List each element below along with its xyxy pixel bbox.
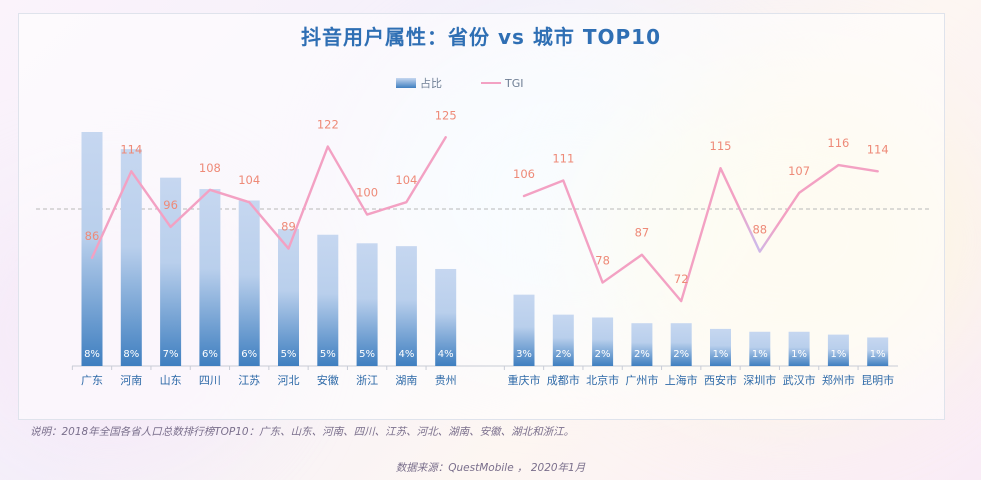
- bar-value-label: 1%: [752, 349, 768, 360]
- tgi-line: [90, 136, 447, 260]
- bar-value-labels: 8% 8% 7% 6% 6% 5% 5% 5% 4% 4% 3% 2% 2% 2% 2% 1% 1% 1% 1% 1%: [84, 349, 886, 360]
- bar: [435, 268, 457, 366]
- bar-value-label: 1%: [830, 349, 846, 360]
- bar: [631, 323, 653, 366]
- bar: [592, 317, 614, 366]
- bar-value-label: 1%: [870, 349, 886, 360]
- tgi-value-label: 106: [513, 167, 535, 181]
- tgi-value-label: 100: [356, 186, 378, 200]
- tgi-value-label: 114: [120, 142, 142, 156]
- x-tick-label: 四川: [199, 374, 221, 387]
- tgi-line: [522, 163, 879, 303]
- bar: [160, 177, 182, 366]
- legend-bar-label: 占比: [420, 76, 442, 90]
- legend-bar-swatch: [396, 78, 416, 88]
- bar: [827, 334, 849, 366]
- x-tick-label: 广州市: [625, 373, 658, 387]
- tgi-value-label: 78: [595, 254, 610, 268]
- tgi-value-label: 114: [867, 142, 889, 156]
- bar: [120, 149, 142, 366]
- bar-value-label: 2%: [555, 349, 571, 360]
- x-tick-label: 山东: [160, 374, 182, 387]
- bar-value-label: 1%: [713, 349, 729, 360]
- tgi-value-label: 104: [238, 173, 260, 187]
- bar-value-label: 5%: [320, 349, 336, 360]
- x-tick-label: 成都市: [547, 373, 580, 387]
- bar-value-label: 4%: [438, 349, 454, 360]
- bar: [395, 246, 417, 366]
- tgi-value-label: 116: [827, 136, 849, 150]
- x-tick-label: 贵州: [435, 374, 457, 387]
- bar: [278, 229, 299, 366]
- footnote: 说明：2018年全国各省人口总数排行榜TOP10：广东、山东、河南、四川、江苏、…: [30, 426, 575, 438]
- tgi-value-label: 72: [674, 272, 689, 286]
- tgi-value-label: 87: [635, 226, 650, 240]
- x-tick-label: 武汉市: [783, 373, 816, 387]
- bar-series: [81, 132, 889, 366]
- bar-value-label: 3%: [516, 349, 532, 360]
- source-note: 数据来源：QuestMobile ， 2020年1月: [395, 462, 586, 474]
- x-tick-label: 上海市: [665, 373, 698, 387]
- bar: [670, 323, 692, 366]
- bar-value-label: 6%: [202, 349, 218, 360]
- bar: [552, 314, 574, 366]
- bar-value-label: 6%: [241, 349, 257, 360]
- tgi-value-label: 125: [435, 108, 457, 122]
- x-tick-label: 河南: [120, 374, 142, 387]
- x-tick-label: 湖南: [395, 374, 417, 387]
- x-tick-label: 江苏: [238, 374, 260, 387]
- bar: [238, 200, 260, 366]
- chart-svg: 抖音用户属性：省份 vs 城市 TOP10 占比 TGI 8% 8% 7% 6% 6% 5…: [36, 25, 932, 387]
- bar: [356, 243, 378, 366]
- tgi-value-labels: 86 114 96 108 104 89 122 100 104 125 106 111 78 87 72 1…: [85, 108, 889, 286]
- legend: 占比 TGI: [396, 76, 524, 90]
- chart-title: 抖音用户属性：省份 vs 城市 TOP10: [301, 25, 661, 49]
- bar-value-label: 2%: [634, 349, 650, 360]
- bar-value-label: 8%: [84, 349, 100, 360]
- bar: [199, 189, 221, 366]
- bar-value-label: 2%: [595, 349, 611, 360]
- x-tick-label: 北京市: [586, 373, 619, 387]
- tgi-value-label: 111: [552, 152, 574, 166]
- bar: [788, 331, 810, 366]
- tgi-value-label: 96: [163, 198, 178, 212]
- x-tick-label: 浙江: [356, 374, 378, 387]
- bar-value-label: 4%: [398, 349, 414, 360]
- tgi-value-label: 115: [710, 139, 732, 153]
- bar: [749, 331, 771, 366]
- tgi-value-label: 108: [199, 161, 221, 175]
- x-tick-label: 重庆市: [508, 373, 541, 387]
- tgi-value-label: 86: [85, 229, 100, 243]
- tgi-value-label: 104: [395, 173, 417, 187]
- x-tick-label: 郑州市: [822, 373, 855, 387]
- bar-value-label: 5%: [281, 349, 297, 360]
- bar-value-label: 2%: [673, 349, 689, 360]
- bar: [317, 234, 339, 366]
- bar: [513, 294, 535, 366]
- x-tick-label: 河北: [278, 374, 300, 387]
- tgi-value-label: 107: [788, 164, 810, 178]
- x-tick-label: 安徽: [317, 373, 339, 387]
- tgi-value-label: 122: [317, 118, 339, 132]
- bar-value-label: 8%: [123, 349, 139, 360]
- tgi-series: [90, 136, 879, 303]
- bar: [867, 337, 889, 366]
- bar-value-label: 7%: [163, 349, 179, 360]
- bar: [710, 328, 731, 366]
- legend-line-label: TGI: [504, 77, 524, 90]
- x-tick-label: 昆明市: [861, 373, 894, 387]
- bar-value-label: 5%: [359, 349, 375, 360]
- tgi-value-label: 88: [752, 223, 767, 237]
- x-tick-label: 深圳市: [743, 373, 776, 387]
- bar: [81, 132, 103, 366]
- bar-value-label: 1%: [791, 349, 807, 360]
- x-tick-label: 西安市: [704, 373, 737, 387]
- x-tick-label: 广东: [81, 374, 103, 387]
- x-axis-ticks: 广东 河南 山东 四川 江苏 河北 安徽 浙江 湖南 贵州 重庆市 成都市 北京市 广州市 上海市 西安市 深圳…: [71, 366, 894, 387]
- tgi-value-label: 89: [281, 220, 296, 234]
